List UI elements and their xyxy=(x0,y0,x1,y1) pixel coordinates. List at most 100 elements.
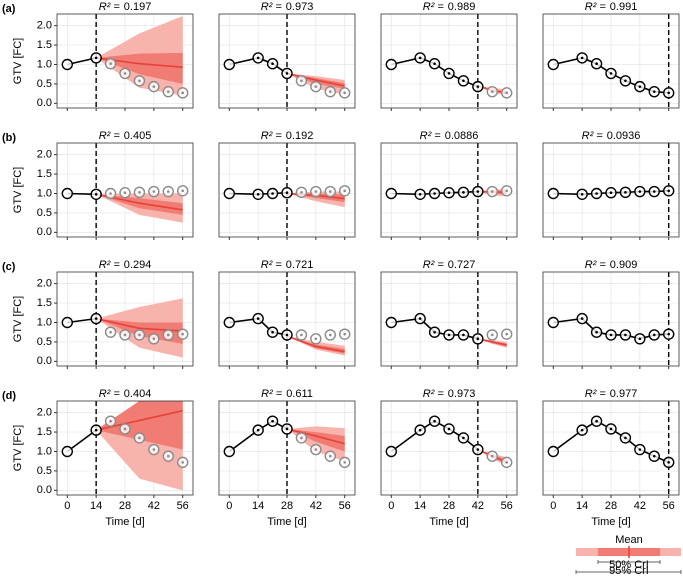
point-dot xyxy=(609,191,613,195)
point-dot xyxy=(418,428,422,432)
point-dot xyxy=(328,454,332,458)
legend-ci50-bracket xyxy=(597,560,661,564)
point-dot xyxy=(314,337,318,341)
point-dot xyxy=(343,332,346,336)
data-point xyxy=(385,316,398,329)
point-dot xyxy=(652,90,656,93)
data-point xyxy=(385,58,398,71)
point-dot xyxy=(462,333,465,337)
x-tick-label: 0 xyxy=(64,500,70,512)
x-axis-label: Time [d] xyxy=(105,516,144,528)
y-tick-label: 2.0 xyxy=(37,20,52,32)
data-point xyxy=(223,187,236,200)
data-point xyxy=(61,316,74,329)
point-dot xyxy=(462,436,465,440)
panel-title: R² = 0.0936 xyxy=(582,130,641,142)
point-dot xyxy=(580,317,584,320)
point-dot xyxy=(624,79,627,83)
point-dot xyxy=(300,436,303,440)
y-tick-label: 1.5 xyxy=(37,297,52,309)
point-dot xyxy=(667,189,670,193)
stat-label: R² = xyxy=(423,1,445,13)
point-dot xyxy=(418,192,422,196)
legend-ci50-label: 50% CrI xyxy=(609,559,649,571)
panel-title: R² = 0.727 xyxy=(423,259,476,271)
point-dot xyxy=(285,427,289,431)
panel-title: R² = 0.0886 xyxy=(420,130,479,142)
point-dot xyxy=(138,436,141,440)
point-dot xyxy=(624,333,627,337)
point-dot xyxy=(123,191,127,195)
r2-value: 0.405 xyxy=(124,130,152,142)
point-dot xyxy=(109,419,112,423)
point-dot xyxy=(256,192,260,196)
stat-label: R² = xyxy=(261,259,283,271)
point-dot xyxy=(328,190,332,193)
point-dot xyxy=(271,419,274,423)
mean-line xyxy=(286,335,345,353)
r2-value: 0.989 xyxy=(448,1,476,13)
y-tick-label: 0.0 xyxy=(37,355,52,367)
y-tick-label: 0.0 xyxy=(37,484,52,496)
y-tick-label: 1.5 xyxy=(37,39,52,51)
r2-value: 0.611 xyxy=(286,388,313,400)
panel-label: (a) xyxy=(2,3,16,15)
stat-label: R² = xyxy=(99,130,121,142)
point-dot xyxy=(256,317,260,320)
point-dot xyxy=(490,190,494,193)
point-dot xyxy=(667,332,670,336)
y-tick-label: 2.0 xyxy=(37,278,52,290)
panel xyxy=(380,142,518,240)
point-dot xyxy=(505,189,508,193)
y-tick-label: 2.0 xyxy=(37,149,52,161)
fit-line xyxy=(229,317,288,336)
y-tick-label: 0.0 xyxy=(37,97,52,109)
panel-title: R² = 0.991 xyxy=(585,1,638,13)
point-dot xyxy=(152,190,156,193)
legend-mean-label: Mean xyxy=(615,534,643,546)
x-tick-label: 42 xyxy=(310,500,322,512)
point-dot xyxy=(300,79,303,83)
point-dot xyxy=(433,62,436,66)
point-dot xyxy=(667,461,670,464)
y-tick-label: 1.5 xyxy=(37,426,52,438)
data-point xyxy=(547,445,560,458)
panel-title: R² = 0.405 xyxy=(99,130,152,142)
panel-title: R² = 0.909 xyxy=(585,259,638,271)
point-dot xyxy=(638,337,642,341)
x-tick-label: 28 xyxy=(281,500,293,512)
point-dot xyxy=(462,191,465,194)
point-dot xyxy=(433,419,436,423)
point-dot xyxy=(123,72,127,75)
point-dot xyxy=(609,427,613,431)
stat-label: R² = xyxy=(99,259,121,271)
point-dot xyxy=(418,56,422,60)
point-dot xyxy=(285,333,289,337)
point-dot xyxy=(314,190,318,193)
y-tick-label: 0.0 xyxy=(37,226,52,238)
point-dot xyxy=(181,189,184,193)
point-dot xyxy=(166,90,170,93)
panel-title: R² = 0.977 xyxy=(585,388,638,400)
point-dot xyxy=(595,192,598,195)
x-tick-label: 56 xyxy=(177,500,189,512)
x-tick-label: 56 xyxy=(663,500,675,512)
r2-value: 0.404 xyxy=(124,388,152,400)
point-dot xyxy=(123,333,127,337)
panel xyxy=(380,271,518,369)
fit-line xyxy=(229,191,288,196)
panel-title: R² = 0.611 xyxy=(261,388,313,400)
data-point xyxy=(547,58,560,71)
panel xyxy=(218,271,356,369)
panel xyxy=(380,400,518,498)
r2-value: 0.727 xyxy=(448,259,476,271)
point-dot xyxy=(447,72,451,75)
fit-line xyxy=(228,420,288,453)
point-dot xyxy=(580,428,584,432)
y-tick-label: 2.0 xyxy=(37,407,52,419)
y-axis-label: GTV [FC] xyxy=(12,425,24,471)
stat-label: R² = xyxy=(261,1,283,13)
point-dot xyxy=(638,448,642,451)
point-dot xyxy=(505,461,508,464)
point-dot xyxy=(490,333,494,337)
